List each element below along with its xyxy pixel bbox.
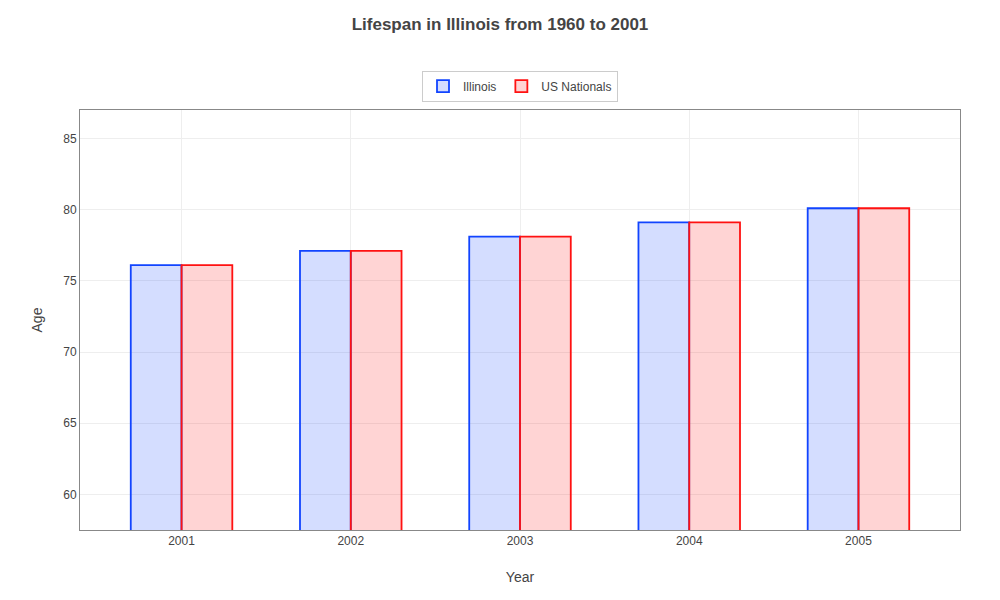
svg-text:2001: 2001 xyxy=(168,534,195,548)
svg-text:Lifespan in Illinois from 1960: Lifespan in Illinois from 1960 to 2001 xyxy=(352,15,649,34)
svg-text:85: 85 xyxy=(63,132,77,146)
svg-text:60: 60 xyxy=(63,488,77,502)
svg-text:Illinois: Illinois xyxy=(463,80,496,94)
svg-text:2003: 2003 xyxy=(507,534,534,548)
svg-text:Year: Year xyxy=(506,569,535,585)
svg-text:70: 70 xyxy=(63,345,77,359)
svg-text:US Nationals: US Nationals xyxy=(541,80,611,94)
svg-text:2004: 2004 xyxy=(676,534,703,548)
svg-text:75: 75 xyxy=(63,274,77,288)
svg-text:65: 65 xyxy=(63,416,77,430)
svg-text:80: 80 xyxy=(63,203,77,217)
svg-text:2005: 2005 xyxy=(845,534,872,548)
svg-text:2002: 2002 xyxy=(337,534,364,548)
svg-text:Age: Age xyxy=(29,307,45,332)
